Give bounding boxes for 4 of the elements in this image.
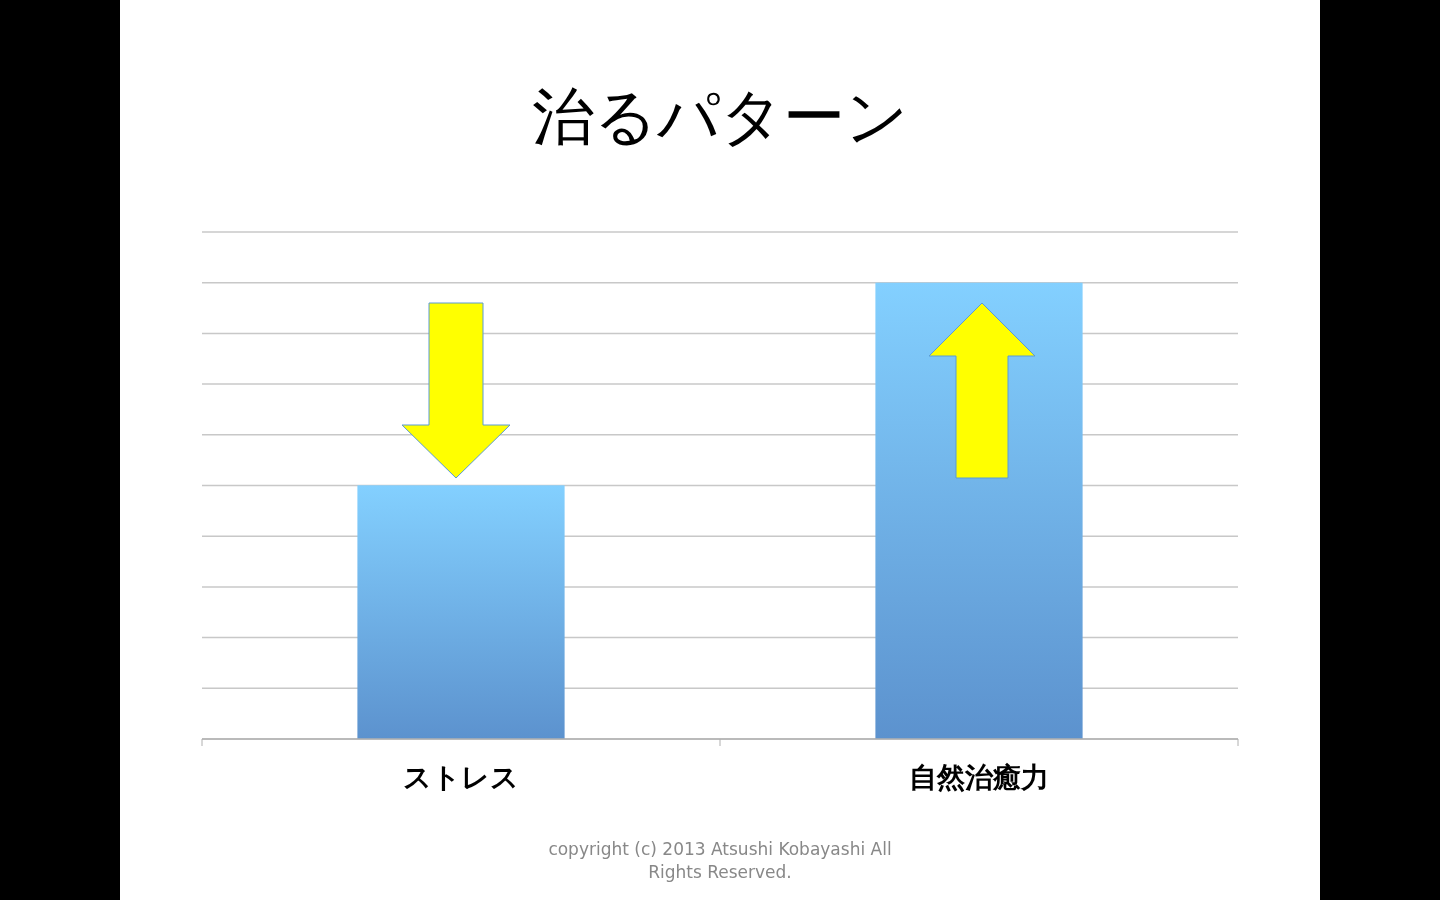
x-tick-label: ストレス (403, 761, 519, 794)
chart-title: 治るパターン (532, 80, 908, 153)
x-tick-label: 自然治癒力 (909, 761, 1049, 794)
text: copyright (c) 2013 Atsushi Kobayashi All Rights Reserved. (548, 839, 892, 882)
